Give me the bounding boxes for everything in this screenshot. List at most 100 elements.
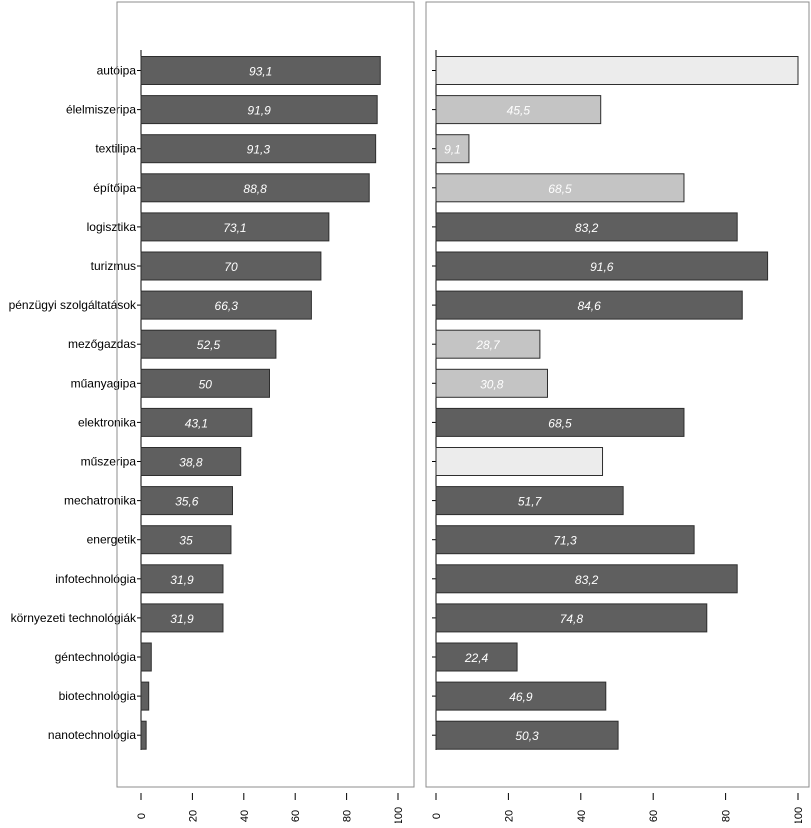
- right-value-label-penzugyi-szolgaltatasok: 84,6: [577, 299, 601, 313]
- right-value-label-biotechnologia: 46,9: [509, 690, 533, 704]
- left-bar-biotechnologia[interactable]: [140, 681, 150, 711]
- left-bar-muanyagipa[interactable]: [140, 368, 270, 398]
- left-value-label-muanyagipa: 50: [199, 377, 213, 391]
- right-bar-kornyezeti-technologiak[interactable]: [435, 603, 708, 633]
- left-value-label-autoipa: 93,1: [249, 65, 272, 79]
- left-x-tick-label-100: 100: [393, 807, 405, 823]
- left-value-label-energetik: 35: [179, 534, 193, 548]
- right-value-label-elelmiszeripa: 45,5: [507, 104, 531, 118]
- right-value-label-turizmus: 91,6: [590, 260, 614, 274]
- right-value-label-gentechnologia: 22,4: [464, 651, 489, 665]
- right-bar-elelmiszeripa[interactable]: [435, 95, 602, 125]
- right-bar-epitoipa[interactable]: [435, 173, 685, 203]
- right-value-label-logisztika: 83,2: [575, 221, 599, 235]
- left-value-label-mechatronika: 35,6: [175, 495, 199, 509]
- right-value-label-mechatronika: 51,7: [518, 495, 543, 509]
- category-label-infotechnologia: infotechnológia: [55, 572, 136, 586]
- category-label-autoipa: autóipa: [97, 64, 137, 78]
- right-bar-muanyagipa[interactable]: [435, 368, 548, 398]
- left-value-label-infotechnologia: 31,9: [170, 573, 194, 587]
- right-bar-muszeripa[interactable]: [435, 447, 604, 476]
- left-bar-penzugyi-szolgaltatasok[interactable]: [140, 290, 312, 320]
- right-value-label-muanyagipa: 30,8: [480, 377, 504, 391]
- category-label-gentechnologia: géntechnológia: [55, 650, 137, 664]
- right-bar-nanotechnologia[interactable]: [435, 720, 619, 750]
- left-bar-energetik[interactable]: [140, 525, 232, 555]
- right-bar-infotechnologia[interactable]: [435, 564, 738, 594]
- category-label-penzugyi-szolgaltatasok: pénzügyi szolgáltatások: [9, 298, 137, 312]
- right-value-label-infotechnologia: 83,2: [575, 573, 599, 587]
- category-label-mechatronika: mechatronika: [64, 494, 136, 508]
- left-bar-turizmus[interactable]: [140, 251, 322, 281]
- left-bar-kornyezeti-technologiak[interactable]: [140, 603, 224, 633]
- left-value-label-textilipa: 91,3: [247, 143, 271, 157]
- right-value-label-elektronika: 68,5: [548, 416, 572, 430]
- left-x-tick-label-20: 20: [187, 810, 199, 822]
- left-value-label-turizmus: 70: [224, 260, 238, 274]
- right-bar-autoipa[interactable]: [435, 56, 799, 85]
- category-label-energetik: energetik: [87, 533, 137, 547]
- left-value-label-epitoipa: 88,8: [243, 182, 267, 196]
- left-bar-gentechnologia[interactable]: [140, 642, 152, 672]
- left-bar-infotechnologia[interactable]: [140, 564, 224, 594]
- right-x-tick-label-100: 100: [793, 807, 805, 823]
- right-value-label-nanotechnologia: 50,3: [515, 729, 539, 743]
- category-label-biotechnologia: biotechnológia: [59, 689, 137, 703]
- category-label-turizmus: turizmus: [91, 259, 136, 273]
- left-x-tick-label-60: 60: [290, 810, 302, 822]
- right-bar-biotechnologia[interactable]: [435, 681, 607, 711]
- right-bar-mezogazdas[interactable]: [435, 329, 541, 359]
- right-bar-textilipa[interactable]: [435, 134, 470, 164]
- left-bar-mechatronika[interactable]: [140, 486, 233, 516]
- right-value-label-kornyezeti-technologiak: 74,8: [560, 612, 584, 626]
- left-bar-nanotechnologia[interactable]: [140, 720, 147, 750]
- category-label-mezogazdas: mezőgazdas: [68, 337, 136, 351]
- left-bar-elektronika[interactable]: [140, 407, 253, 437]
- left-x-tick-label-0: 0: [136, 813, 148, 819]
- right-bar-penzugyi-szolgaltatasok[interactable]: [435, 290, 743, 320]
- right-bar-turizmus[interactable]: [435, 251, 769, 281]
- right-bar-mechatronika[interactable]: [435, 486, 624, 516]
- left-bar-mezogazdas[interactable]: [140, 329, 277, 359]
- right-bar-energetik[interactable]: [435, 525, 695, 555]
- right-value-label-energetik: 71,3: [553, 534, 577, 548]
- left-value-label-logisztika: 73,1: [223, 221, 246, 235]
- right-x-tick-label-60: 60: [648, 810, 660, 822]
- left-x-tick-label-80: 80: [342, 810, 354, 822]
- category-label-kornyezeti-technologiak: környezeti technológiák: [11, 611, 137, 625]
- left-bar-muszeripa[interactable]: [140, 447, 242, 476]
- category-label-textilipa: textilipa: [95, 142, 136, 156]
- right-x-tick-label-80: 80: [721, 810, 733, 822]
- right-x-tick-label-40: 40: [576, 810, 588, 822]
- left-value-label-elelmiszeripa: 91,9: [247, 104, 271, 118]
- category-label-muszeripa: műszeripa: [81, 455, 137, 469]
- right-value-label-textilipa: 9,1: [444, 143, 461, 157]
- category-label-epitoipa: építőipa: [93, 181, 136, 195]
- left-bar-logisztika[interactable]: [140, 212, 330, 242]
- right-value-label-mezogazdas: 28,7: [475, 338, 501, 352]
- category-label-elektronika: elektronika: [78, 415, 136, 429]
- left-value-label-penzugyi-szolgaltatasok: 66,3: [215, 299, 239, 313]
- left-bar-elelmiszeripa[interactable]: [140, 95, 378, 125]
- right-bar-logisztika[interactable]: [435, 212, 738, 242]
- category-label-elelmiszeripa: élelmiszeripa: [66, 103, 136, 117]
- left-bar-textilipa[interactable]: [140, 134, 377, 164]
- left-value-label-elektronika: 43,1: [185, 416, 208, 430]
- left-bar-epitoipa[interactable]: [140, 173, 370, 203]
- left-bar-autoipa[interactable]: [140, 56, 381, 85]
- category-label-logisztika: logisztika: [87, 220, 137, 234]
- left-value-label-kornyezeti-technologiak: 31,9: [170, 612, 194, 626]
- right-bar-gentechnologia[interactable]: [435, 642, 518, 672]
- left-panel-frame: [116, 1, 415, 788]
- left-value-label-mezogazdas: 52,5: [197, 338, 221, 352]
- right-x-tick-label-0: 0: [431, 813, 443, 819]
- right-x-tick-label-20: 20: [503, 810, 515, 822]
- category-label-nanotechnologia: nanotechnológia: [48, 728, 136, 742]
- left-x-tick-label-40: 40: [239, 810, 251, 822]
- category-label-muanyagipa: műanyagipa: [71, 376, 137, 390]
- left-value-label-muszeripa: 38,8: [179, 456, 203, 470]
- right-panel-frame: [425, 1, 810, 788]
- right-bar-elektronika[interactable]: [435, 407, 685, 437]
